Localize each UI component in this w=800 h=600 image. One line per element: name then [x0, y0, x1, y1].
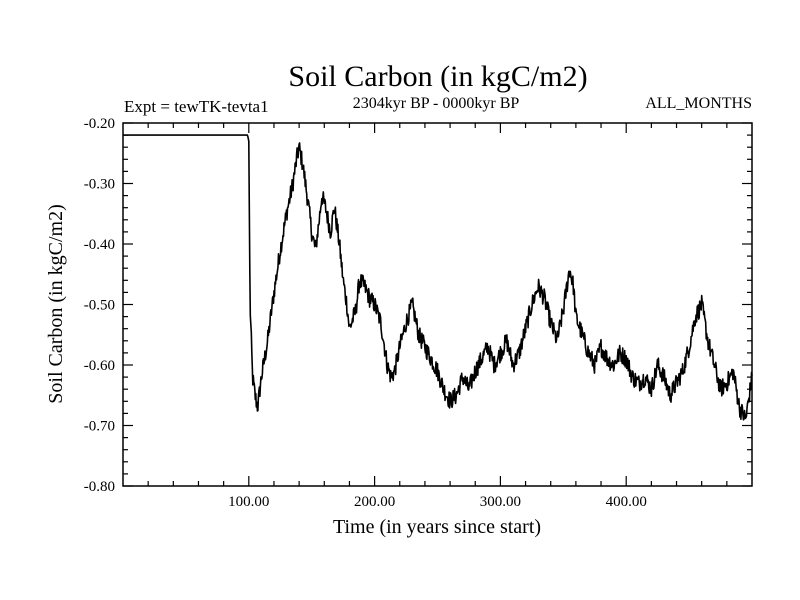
plot-frame — [122, 122, 753, 487]
y-tick-label: -0.50 — [84, 298, 115, 314]
y-tick-label: -0.20 — [84, 116, 115, 132]
y-axis-label: Soil Carbon (in kgC/m2) — [45, 204, 67, 403]
y-tick-label: -0.80 — [84, 479, 115, 495]
tick-labels: -0.20 -0.30 -0.40 -0.50 -0.60 -0.70 -0.80 100.0… — [84, 116, 647, 510]
y-tick-label: -0.70 — [84, 419, 115, 435]
x-tick-label: 100.00 — [228, 494, 269, 510]
series-group — [122, 134, 753, 421]
chart-subtitle: 2304kyr BP - 0000kyr BP — [353, 95, 520, 112]
x-tick-label: 200.00 — [354, 494, 395, 510]
x-axis-label: Time (in years since start) — [333, 516, 541, 538]
axis-ticks — [123, 122, 752, 487]
y-tick-label: -0.40 — [84, 237, 115, 253]
x-tick-label: 300.00 — [480, 494, 521, 510]
experiment-label: Expt = tewTK-tevta1 — [124, 97, 269, 116]
y-tick-label: -0.30 — [84, 177, 115, 193]
chart-title: Soil Carbon (in kgC/m2) — [288, 60, 587, 93]
months-label: ALL_MONTHS — [645, 95, 752, 112]
series-line — [122, 134, 753, 421]
x-tick-label: 400.00 — [606, 494, 647, 510]
y-tick-label: -0.60 — [84, 358, 115, 374]
